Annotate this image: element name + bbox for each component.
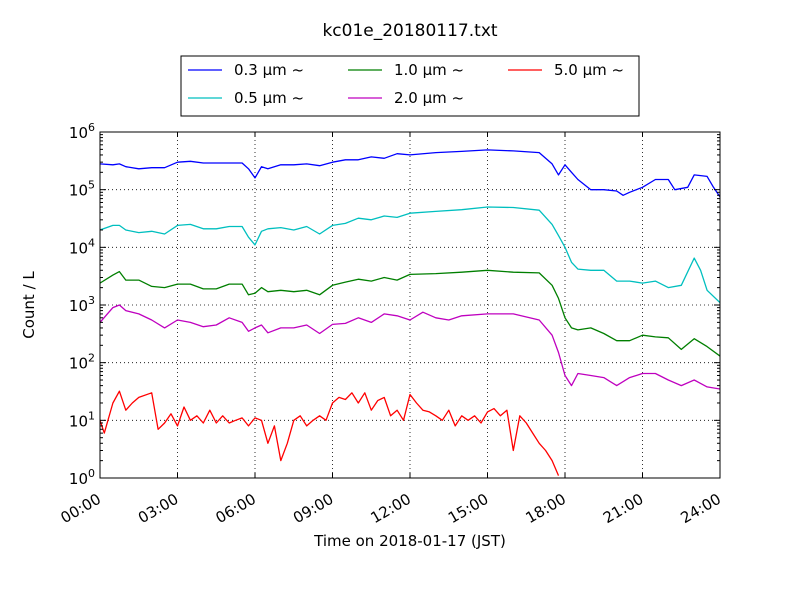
x-tick-label: 00:00 xyxy=(58,490,104,527)
legend-label: 0.5 μm ~ xyxy=(234,89,304,107)
y-tick-label: 104 xyxy=(69,236,95,257)
series-line-4 xyxy=(100,390,560,476)
x-tick-label: 09:00 xyxy=(290,490,336,527)
x-axis-label: Time on 2018-01-17 (JST) xyxy=(313,532,506,550)
series-line-0 xyxy=(100,149,720,198)
series-line-3 xyxy=(100,304,720,390)
y-tick-label: 102 xyxy=(69,352,95,373)
y-tick-label: 100 xyxy=(69,467,95,488)
legend-label: 1.0 μm ~ xyxy=(394,61,464,79)
y-tick-label: 101 xyxy=(69,409,95,430)
chart-title: kc01e_20180117.txt xyxy=(322,21,497,41)
x-tick-label: 18:00 xyxy=(523,490,569,527)
y-tick-label: 105 xyxy=(69,179,95,200)
y-axis-label: Count / L xyxy=(20,271,38,339)
x-tick-label: 21:00 xyxy=(600,490,646,527)
series-line-2 xyxy=(100,269,720,357)
legend-label: 0.3 μm ~ xyxy=(234,61,304,79)
x-tick-label: 15:00 xyxy=(445,490,491,527)
legend-label: 2.0 μm ~ xyxy=(394,89,464,107)
legend-label: 5.0 μm ~ xyxy=(554,61,624,79)
legend-box xyxy=(180,55,640,117)
x-tick-label: 24:00 xyxy=(678,490,724,527)
grid xyxy=(100,132,720,478)
series-layer xyxy=(100,149,720,476)
x-tick-label: 03:00 xyxy=(135,490,181,527)
x-tick-label: 12:00 xyxy=(368,490,414,527)
series-line-1 xyxy=(100,206,720,304)
y-tick-label: 106 xyxy=(69,121,95,142)
x-tick-label: 06:00 xyxy=(213,490,259,527)
y-tick-label: 103 xyxy=(69,294,95,315)
legend: 0.3 μm ~ 0.5 μm ~ 1.0 μm ~ 2.0 μm ~ 5.0 μm ~ xyxy=(180,55,640,117)
